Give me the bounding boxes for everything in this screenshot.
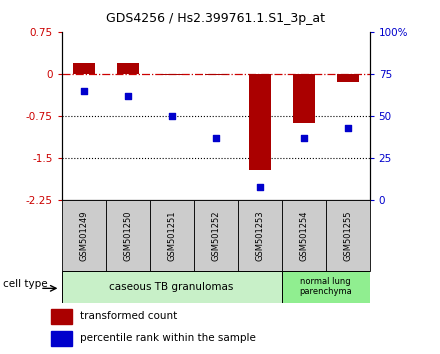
FancyBboxPatch shape (282, 200, 326, 271)
Bar (51, 331, 72, 346)
FancyBboxPatch shape (326, 200, 370, 271)
FancyBboxPatch shape (106, 200, 150, 271)
FancyBboxPatch shape (238, 200, 282, 271)
Point (80, 88, 87, 93)
Text: transformed count: transformed count (80, 312, 177, 321)
Text: cell type: cell type (3, 279, 48, 289)
Text: GSM501254: GSM501254 (299, 210, 308, 261)
Bar (51, 309, 72, 324)
Bar (117, 63, 139, 74)
Text: GDS4256 / Hs2.399761.1.S1_3p_at: GDS4256 / Hs2.399761.1.S1_3p_at (106, 12, 325, 25)
Text: GSM501251: GSM501251 (167, 210, 176, 261)
Bar (161, 74, 183, 75)
FancyBboxPatch shape (282, 271, 370, 303)
Text: GSM501252: GSM501252 (211, 210, 220, 261)
Bar (293, 74, 315, 123)
Text: GSM501253: GSM501253 (255, 210, 264, 261)
Text: normal lung
parenchyma: normal lung parenchyma (299, 277, 352, 296)
Bar (337, 74, 359, 82)
Text: GSM501249: GSM501249 (79, 210, 88, 261)
Text: GSM501250: GSM501250 (123, 210, 132, 261)
Point (212, 135, 219, 141)
Text: percentile rank within the sample: percentile rank within the sample (80, 333, 255, 343)
Point (344, 125, 351, 131)
Point (300, 135, 307, 141)
Point (168, 113, 175, 119)
Text: GSM501255: GSM501255 (343, 210, 352, 261)
Text: caseous TB granulomas: caseous TB granulomas (110, 282, 234, 292)
FancyBboxPatch shape (150, 200, 194, 271)
FancyBboxPatch shape (194, 200, 238, 271)
FancyBboxPatch shape (62, 271, 282, 303)
Bar (249, 74, 271, 170)
FancyBboxPatch shape (62, 200, 106, 271)
Point (124, 93, 131, 98)
Point (256, 184, 263, 189)
Bar (205, 74, 227, 75)
Bar (73, 63, 95, 74)
